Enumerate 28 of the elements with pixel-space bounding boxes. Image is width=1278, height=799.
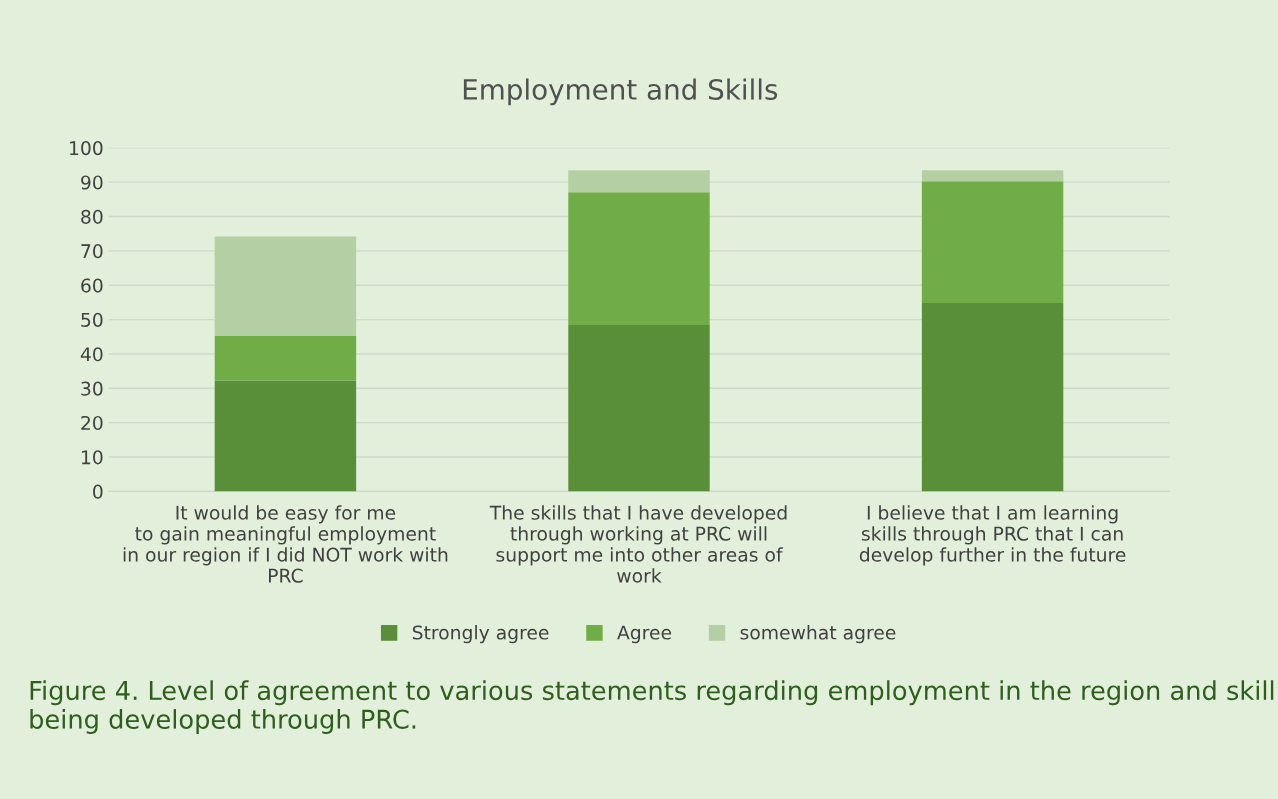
legend-label: somewhat agree <box>740 625 896 644</box>
y-tick-label: 70 <box>81 244 103 259</box>
caption: Figure 4. Level of agreement to various statements regarding employment in the region and skill being developed through PRC. <box>30 680 1274 734</box>
bar <box>214 236 357 337</box>
bar <box>214 336 357 381</box>
bar <box>214 380 357 492</box>
y-tick-label: 90 <box>81 175 103 190</box>
bar <box>921 303 1064 492</box>
y-tick-label: 40 <box>80 347 103 362</box>
bar <box>921 181 1064 304</box>
legend-label: Strongly agree <box>412 625 549 644</box>
y-tick-label: 0 <box>93 484 103 499</box>
x-tick-label: It would be easy for me to gain meaningful employment in our region if I did NOT work with PRC <box>123 505 448 583</box>
x-tick-label: I believe that I am learning skills through PRC that I can develop further in the future <box>859 505 1126 566</box>
x-tick-label: The skills that I have developed through working at PRC will support me into other areas of work <box>489 505 787 583</box>
bar <box>568 192 710 326</box>
y-tick-label: 100 <box>70 141 103 156</box>
y-tick-label: 80 <box>81 209 103 224</box>
y-tick-label: 10 <box>81 450 103 465</box>
bar <box>921 170 1064 182</box>
y-tick-label: 30 <box>81 381 103 396</box>
y-tick-label: 20 <box>81 415 103 431</box>
bar <box>568 325 710 492</box>
y-tick-label: 50 <box>81 312 103 327</box>
legend-label: Agree <box>617 625 672 644</box>
chart-title: Employment and Skills <box>463 78 778 106</box>
bar <box>568 170 710 193</box>
y-tick-label: 60 <box>81 278 103 293</box>
